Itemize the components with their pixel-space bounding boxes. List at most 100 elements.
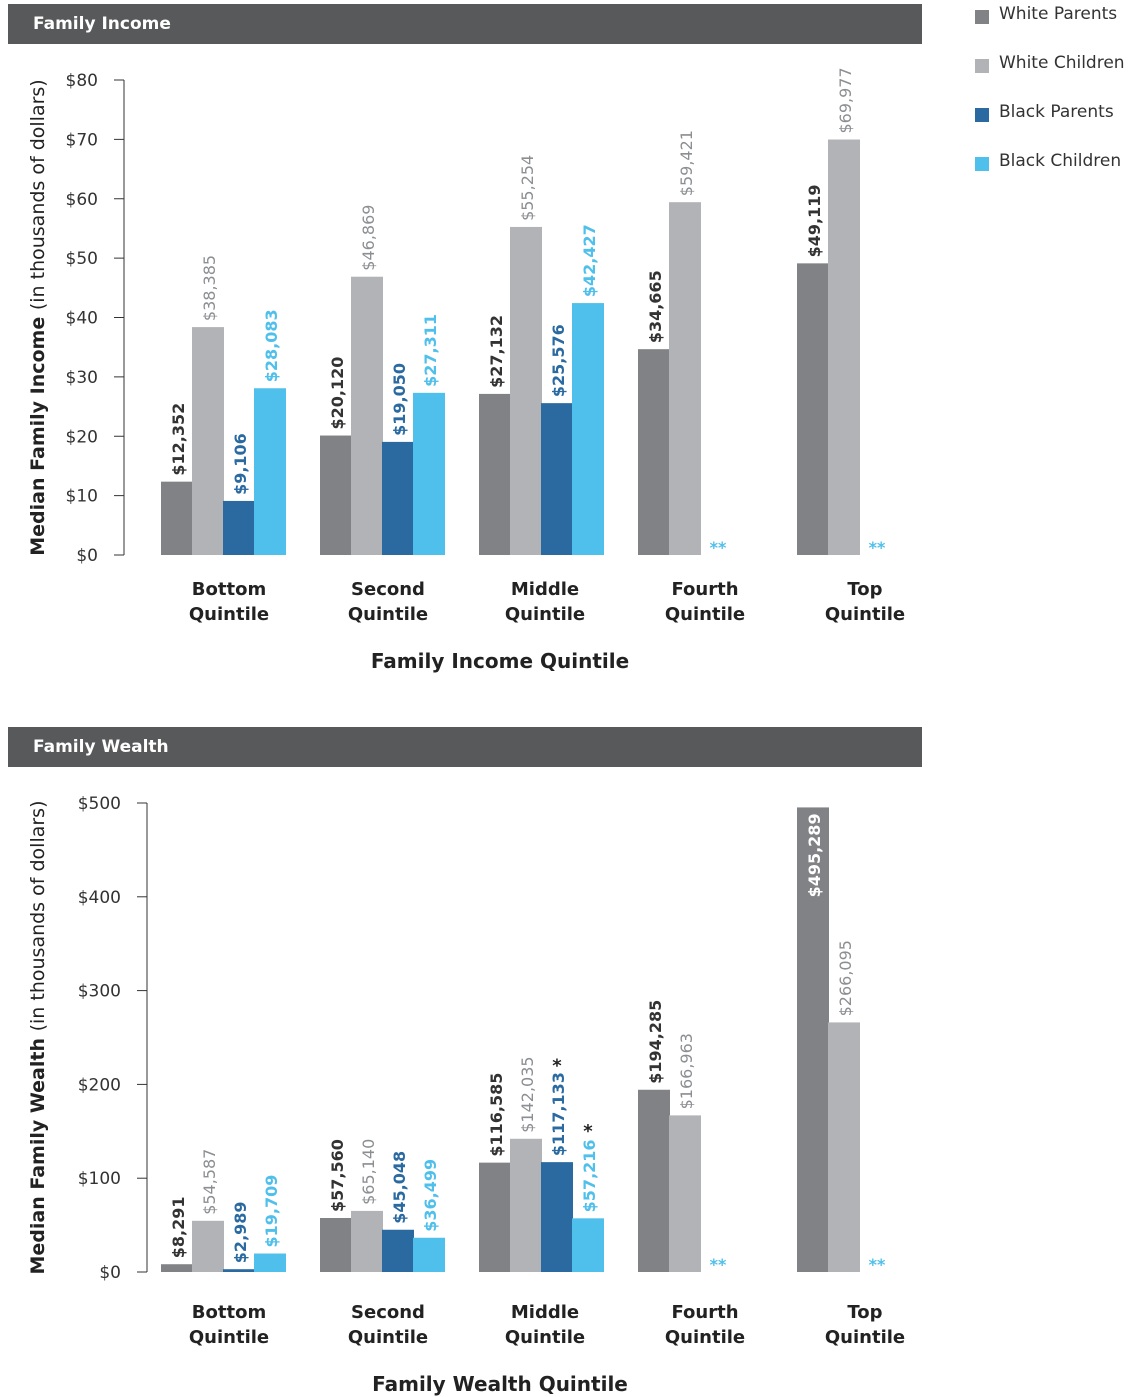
wealth-missing-data-marker: ** [869, 1255, 886, 1274]
income-bar-value-label: $12,352 [169, 403, 188, 476]
income-bar-value-label: $46,869 [359, 205, 378, 271]
income-bar-value-label: $49,119 [805, 184, 824, 257]
wealth-bar-white-children [192, 1220, 224, 1272]
wealth-bar-value-label: $117,133 [549, 1072, 568, 1156]
income-category-label: Quintile [189, 604, 269, 625]
income-y-axis-label: Median Family Income (in thousands of do… [27, 79, 49, 555]
income-category-label: Middle [511, 579, 579, 600]
wealth-y-tick-label: $200 [78, 1075, 121, 1095]
income-bar-black-children [413, 392, 445, 555]
income-y-tick-label: $70 [66, 130, 98, 150]
income-category-label: Fourth [671, 579, 738, 600]
wealth-bar-black-children [413, 1237, 445, 1272]
income-bar-black-children [572, 303, 604, 555]
wealth-y-tick-label: $100 [78, 1169, 121, 1189]
wealth-bar-value-label: $116,585 [487, 1073, 506, 1157]
wealth-y-tick-label: $400 [78, 888, 121, 908]
income-bar-white-parents [797, 263, 829, 555]
wealth-bar-value-label: $19,709 [262, 1175, 281, 1248]
income-category-label: Top [847, 579, 882, 600]
wealth-missing-data-marker: ** [710, 1255, 727, 1274]
income-bar-value-label: $34,665 [646, 270, 665, 343]
wealth-bar-value-label: $2,989 [231, 1201, 250, 1263]
income-bar-black-children [254, 388, 286, 555]
income-bar-value-label: $28,083 [262, 309, 281, 382]
wealth-bar-black-parents [223, 1269, 255, 1272]
wealth-bar-white-parents [638, 1089, 670, 1272]
wealth-significance-asterisk: * [583, 1121, 593, 1142]
wealth-bar-white-parents [320, 1218, 352, 1272]
income-y-tick-label: $20 [66, 427, 98, 447]
income-bar-white-children [828, 139, 860, 555]
wealth-bar-value-label: $57,560 [328, 1139, 347, 1212]
income-bar-black-parents [541, 403, 573, 555]
income-bar-white-children [192, 327, 224, 555]
income-bar-value-label: $9,106 [231, 433, 250, 495]
income-bar-value-label: $55,254 [518, 155, 537, 221]
income-bar-black-parents [223, 500, 255, 555]
income-bar-value-label: $69,977 [836, 67, 855, 133]
income-y-tick-label: $30 [66, 368, 98, 388]
wealth-bar-value-label: $142,035 [518, 1056, 537, 1132]
wealth-bar-white-parents [161, 1264, 193, 1272]
income-bar-value-label: $20,120 [328, 357, 347, 430]
income-bar-value-label: $27,132 [487, 315, 506, 388]
income-y-tick-label: $60 [66, 190, 98, 210]
legend-label: White Children [999, 53, 1125, 73]
wealth-bar-black-parents [382, 1229, 414, 1272]
wealth-bar-black-children [254, 1253, 286, 1272]
income-bar-white-parents [638, 349, 670, 555]
wealth-bar-black-parents [541, 1162, 573, 1272]
income-y-axis-label-rest: (in thousands of dollars) [27, 79, 49, 310]
wealth-bar-black-children [572, 1218, 604, 1272]
wealth-significance-asterisk: * [552, 1055, 562, 1076]
wealth-bar-value-label: $194,285 [646, 1000, 665, 1084]
wealth-category-label: Quintile [505, 1327, 585, 1348]
income-bar-white-children [351, 276, 383, 555]
wealth-bar-white-parents [479, 1162, 511, 1272]
income-missing-data-marker: ** [869, 538, 886, 557]
legend-swatch [975, 157, 989, 171]
income-bar-black-parents [382, 441, 414, 555]
wealth-bar-value-label: $495,289 [805, 813, 824, 897]
legend-swatch [975, 59, 989, 73]
legend-swatch [975, 108, 989, 122]
wealth-bar-value-label: $45,048 [390, 1151, 409, 1224]
income-category-label: Quintile [665, 604, 745, 625]
wealth-y-axis-label-bold: Median Family Wealth [27, 1031, 49, 1274]
wealth-category-label: Middle [511, 1302, 579, 1323]
wealth-category-label: Second [351, 1302, 425, 1323]
wealth-category-label: Quintile [825, 1327, 905, 1348]
wealth-category-label: Quintile [665, 1327, 745, 1348]
wealth-bar-value-label: $266,095 [836, 940, 855, 1016]
wealth-x-axis-label: Family Wealth Quintile [372, 1372, 628, 1396]
wealth-category-label: Quintile [348, 1327, 428, 1348]
income-y-axis-label-bold: Median Family Income [27, 310, 49, 556]
income-bar-value-label: $27,311 [421, 314, 440, 387]
wealth-y-tick-label: $500 [78, 794, 121, 814]
wealth-bar-value-label: $65,140 [359, 1139, 378, 1205]
income-missing-data-marker: ** [710, 538, 727, 557]
income-bar-value-label: $59,421 [677, 130, 696, 196]
income-y-tick-label: $10 [66, 487, 98, 507]
income-category-label: Second [351, 579, 425, 600]
legend-label: Black Parents [999, 102, 1114, 122]
legend-label: Black Children [999, 151, 1122, 171]
income-y-tick-label: $50 [66, 249, 98, 269]
legend-label: White Parents [999, 4, 1118, 24]
wealth-y-axis-label-rest: (in thousands of dollars) [27, 801, 49, 1032]
legend-swatch [975, 10, 989, 24]
wealth-category-label: Top [847, 1302, 882, 1323]
income-bar-white-children [510, 226, 542, 555]
wealth-category-label: Quintile [189, 1327, 269, 1348]
income-bar-value-label: $42,427 [580, 224, 599, 297]
wealth-bar-value-label: $166,963 [677, 1033, 696, 1109]
wealth-bar-value-label: $36,499 [421, 1159, 440, 1232]
income-bar-white-parents [320, 435, 352, 555]
income-panel-header: Family Income [8, 4, 922, 44]
wealth-bar-value-label: $8,291 [169, 1196, 188, 1258]
income-bar-value-label: $25,576 [549, 324, 568, 397]
wealth-y-axis-label: Median Family Wealth (in thousands of do… [27, 801, 49, 1275]
wealth-panel-title: Family Wealth [33, 737, 169, 757]
